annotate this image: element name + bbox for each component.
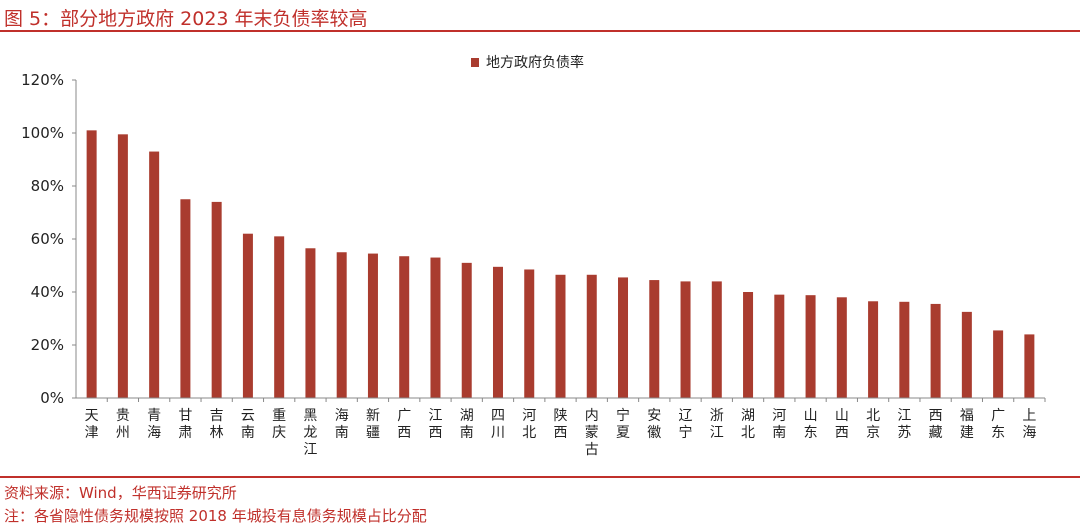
bar-chart: 地方政府负债率 0% 20% 40% 60% 80% 100% 120% 天津贵州青海甘肃吉… (21, 54, 1046, 458)
x-tick-label: 陕西 (554, 408, 568, 441)
bars (86, 130, 1035, 398)
y-tick-label: 20% (31, 336, 64, 354)
x-tick-label: 新疆 (366, 408, 380, 441)
y-tick-label: 80% (31, 177, 64, 195)
bar-江西 (430, 257, 441, 398)
x-tick-label: 重庆 (272, 408, 286, 441)
bar-黑龙江 (305, 248, 316, 398)
bar-天津 (86, 130, 97, 398)
x-tick-label: 上海 (1022, 408, 1036, 441)
x-tick-label: 甘肃 (178, 408, 192, 441)
x-tick-label: 广西 (397, 408, 411, 441)
x-tick-label: 山西 (835, 408, 849, 441)
bar-湖北 (743, 292, 754, 398)
bar-福建 (961, 311, 972, 398)
bar-广西 (399, 256, 410, 398)
chart-legend: 地方政府负债率 (471, 54, 584, 71)
bar-重庆 (274, 236, 285, 398)
bar-甘肃 (180, 199, 191, 398)
x-tick-label: 河南 (772, 408, 786, 441)
bar-北京 (868, 301, 879, 398)
x-tick-label: 河北 (522, 408, 536, 441)
y-tick-label: 60% (31, 230, 64, 248)
x-tick-label: 青海 (147, 408, 161, 441)
x-tick-label: 湖北 (741, 408, 755, 441)
x-tick-label: 宁夏 (616, 407, 630, 441)
x-tick-label: 云南 (241, 408, 255, 441)
x-tick-label: 吉林 (210, 408, 224, 441)
y-axis: 0% 20% 40% 60% 80% 100% 120% (21, 71, 77, 407)
bar-辽宁 (680, 281, 691, 398)
x-tick-label: 江西 (428, 408, 442, 441)
x-tick-label: 黑龙江 (303, 408, 317, 458)
bar-青海 (149, 151, 160, 398)
x-tick-label: 江苏 (897, 408, 911, 441)
bar-宁夏 (618, 277, 629, 398)
y-tick-label: 120% (21, 71, 64, 89)
x-tick-label: 西藏 (929, 408, 943, 441)
bar-内蒙古 (586, 274, 597, 398)
bar-河北 (524, 269, 535, 398)
bar-江苏 (899, 301, 910, 398)
bar-河南 (774, 294, 785, 398)
x-tick-label: 广东 (991, 408, 1005, 441)
bar-四川 (492, 266, 503, 398)
x-tick-label: 安徽 (647, 408, 661, 441)
x-tick-label: 湖南 (460, 408, 474, 441)
bar-广东 (993, 330, 1004, 398)
bar-上海 (1024, 334, 1035, 398)
bar-贵州 (117, 134, 128, 398)
title-divider (0, 30, 1080, 32)
x-tick-label: 辽宁 (679, 408, 693, 441)
x-tick-label: 贵州 (116, 408, 130, 441)
bar-陕西 (555, 274, 566, 398)
legend-swatch (471, 58, 479, 67)
x-tick-label: 北京 (866, 408, 880, 441)
footer-divider (0, 476, 1080, 478)
footnote: 注：各省隐性债务规模按照 2018 年城投有息债务规模占比分配 (4, 507, 427, 525)
x-tick-label: 山东 (804, 408, 818, 441)
y-tick-label: 40% (31, 283, 64, 301)
bar-西藏 (930, 303, 941, 398)
x-tick-label: 浙江 (710, 408, 724, 441)
y-tick-label: 0% (40, 389, 64, 407)
x-tick-label: 海南 (335, 408, 349, 441)
bar-云南 (242, 233, 253, 398)
source-note: 资料来源：Wind，华西证券研究所 (4, 484, 237, 502)
bar-吉林 (211, 201, 222, 398)
y-tick-label: 100% (21, 124, 64, 142)
bar-山东 (805, 295, 816, 398)
legend-label: 地方政府负债率 (486, 54, 584, 71)
figure-title: 图 5：部分地方政府 2023 年末负债率较高 (4, 8, 368, 30)
x-tick-label: 天津 (85, 408, 99, 441)
x-tick-label: 四川 (491, 408, 505, 441)
bar-浙江 (711, 281, 722, 398)
bar-海南 (336, 252, 347, 398)
bar-安徽 (649, 280, 660, 398)
x-tick-label: 内蒙古 (585, 408, 599, 458)
bar-新疆 (367, 253, 378, 398)
bar-湖南 (461, 262, 472, 398)
bar-山西 (836, 297, 847, 398)
x-tick-label: 福建 (960, 408, 974, 441)
